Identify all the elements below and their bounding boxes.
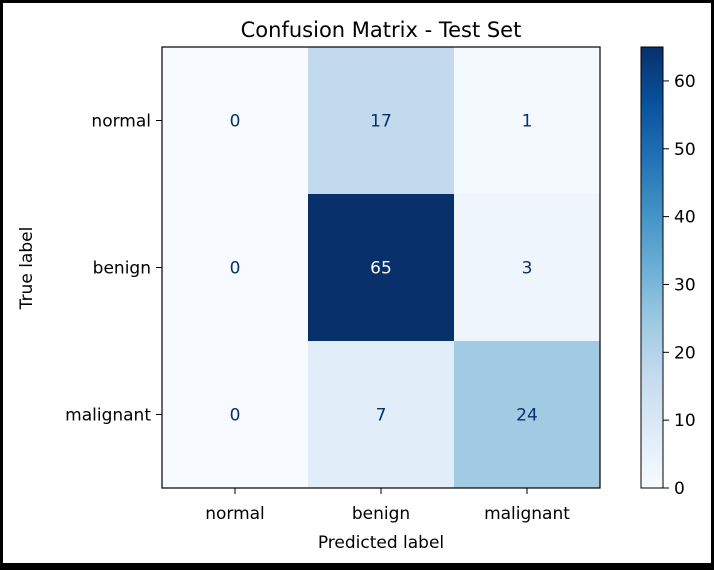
cell-value-label: 1 [522,112,533,132]
x-axis-ticks: normal benign malignant [205,488,570,524]
x-axis-label: Predicted label [318,533,444,553]
cell-value-label: 0 [230,406,241,426]
heatmap-cell [162,194,309,342]
colorbar [640,46,664,489]
cell-value-label: 0 [230,112,241,132]
cell-value-label: 0 [230,259,241,279]
chart-title: Confusion Matrix - Test Set [241,18,522,42]
heatmap-cell [454,341,601,489]
heatmap-cells [162,47,601,489]
heatmap-cell [308,47,455,195]
colorbar-tick-label: 0 [674,479,685,499]
heatmap-cell [162,341,309,489]
heatmap-cell [308,341,455,489]
y-axis-label: True label [17,227,37,311]
y-tick-label: malignant [65,406,151,426]
heatmap-cell [454,194,601,342]
colorbar-tick-label: 40 [674,208,696,228]
y-axis-ticks: normal benign malignant [65,112,162,426]
cell-value-label: 24 [516,406,538,426]
x-tick-label: malignant [484,504,570,524]
heatmap-cell [308,194,455,342]
cell-value-label: 3 [522,259,533,279]
colorbar-tick-label: 50 [674,140,696,160]
colorbar-tick-label: 60 [674,72,696,92]
colorbar-tick-label: 10 [674,411,696,431]
colorbar-ticks: 0 10 20 30 40 50 60 [663,72,696,499]
colorbar-tick-label: 20 [674,343,696,363]
cell-value-label: 65 [370,259,392,279]
cell-value-label: 7 [376,406,387,426]
heatmap-cell [162,47,309,195]
x-tick-label: normal [205,504,265,524]
x-tick-label: benign [352,504,410,524]
y-tick-label: normal [91,112,151,132]
heatmap-cell [454,47,601,195]
cell-value-label: 17 [370,112,392,132]
y-tick-label: benign [93,259,151,279]
cell-value-labels: 0 17 1 0 65 3 0 7 24 [230,112,538,426]
colorbar-tick-label: 30 [674,275,696,295]
